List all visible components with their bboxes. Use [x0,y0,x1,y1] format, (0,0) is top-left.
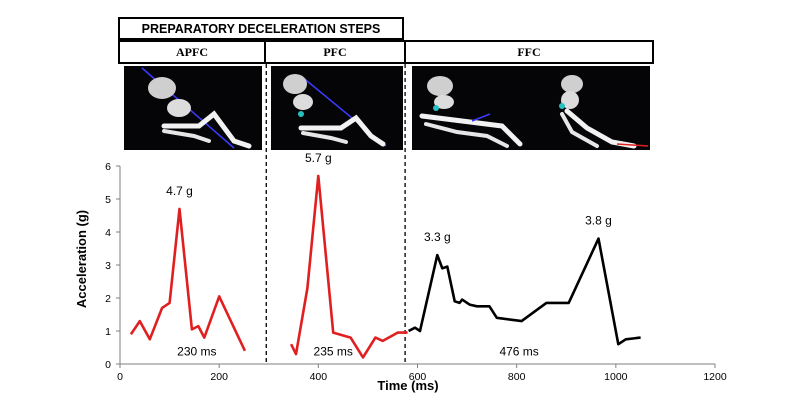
x-tick-label: 800 [508,371,526,383]
chart-annotations: 4.7 g 5.7 g 3.3 g 3.8 g 230 ms 235 ms 476 ms [166,151,612,359]
x-tick-label: 1000 [604,371,628,383]
y-tick-label: 1 [105,326,111,338]
x-tick-label: 600 [409,371,427,383]
phase-label-ffc-text: FFC [517,44,541,59]
x-tick-label: 0 [117,371,123,383]
y-tick-label: 6 [105,161,111,173]
duration-label: 476 ms [499,344,538,358]
y-tick-label: 0 [105,359,111,371]
phase-label-pfc-text: PFC [323,44,347,59]
x-tick-label: 400 [310,371,328,383]
chart-series [129,174,641,359]
apfc-skeleton-image [124,66,262,150]
series-line-apfc [129,207,247,352]
skeleton-figure-icon [283,74,387,147]
series-line-ffc [408,237,641,346]
phase-label-pfc: PFC [264,40,406,64]
phase-label-apfc: APFC [118,40,266,64]
phase-label-ffc: FFC [404,40,654,64]
pfc-skeleton-image [271,66,403,150]
ffc-skeleton-image [412,66,650,150]
phase-dividers [265,64,406,364]
y-tick-label: 3 [105,260,111,272]
skeleton-figure-icon [419,75,649,149]
series-line-pfc [289,174,408,359]
y-tick-label: 2 [105,293,111,305]
phase-label-apfc-text: APFC [176,44,208,59]
chart-title-box: PREPARATORY DECELERATION STEPS [118,17,404,40]
duration-label: 235 ms [314,344,353,358]
y-tick-label: 5 [105,194,111,206]
y-axis-label: Acceleration (g) [74,210,89,308]
peak-value-label: 3.8 g [585,214,612,228]
peak-value-label: 5.7 g [305,151,332,165]
x-tick-label: 1200 [703,371,727,383]
duration-label: 230 ms [177,344,216,358]
skeleton-figure-icon [141,67,252,149]
x-axis-label: Time (ms) [377,378,438,393]
chart-axes: 0 200 400 600 800 1000 1200 0 1 2 3 4 5 6 [105,161,727,383]
y-tick-label: 4 [105,227,111,239]
chart-header-title: PREPARATORY DECELERATION STEPS [141,21,381,36]
x-tick-label: 200 [210,371,228,383]
peak-value-label: 3.3 g [424,230,451,244]
peak-value-label: 4.7 g [166,184,193,198]
